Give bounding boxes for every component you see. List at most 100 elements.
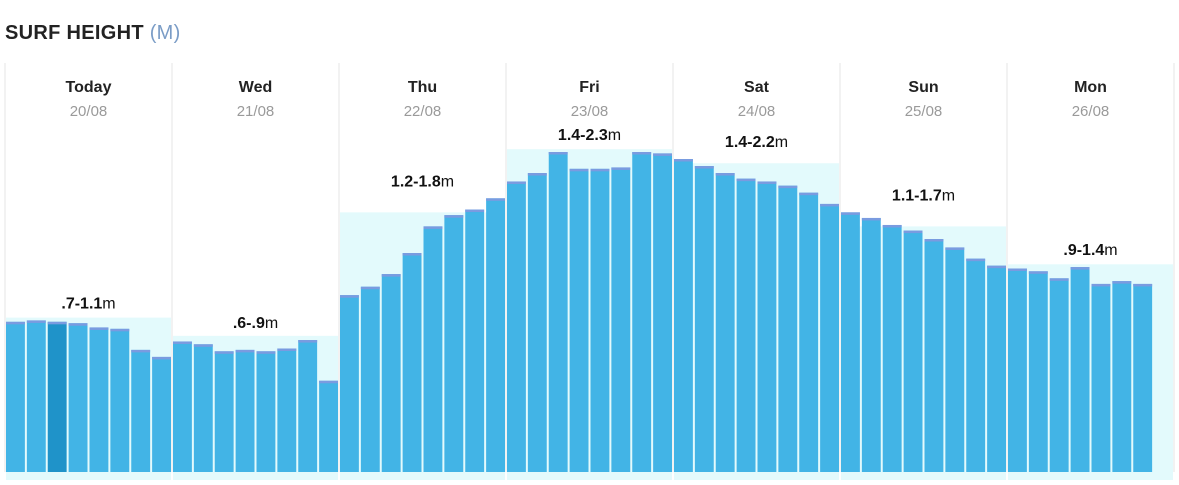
range-label-unit: m — [1104, 242, 1117, 259]
surf-bar-top — [715, 173, 735, 176]
surf-bar-top — [173, 341, 192, 344]
surf-bar — [360, 286, 380, 472]
surf-bar-top — [548, 152, 568, 155]
surf-bar — [507, 181, 526, 472]
range-label-unit: m — [608, 127, 621, 144]
day-date: 24/08 — [738, 103, 776, 120]
day-name: Fri — [579, 79, 599, 96]
surf-bar — [715, 173, 735, 473]
surf-bar-top — [131, 349, 151, 353]
surf-bar-top — [47, 321, 67, 325]
surf-bar — [235, 349, 255, 472]
surf-bar-top — [235, 349, 255, 353]
surf-bar — [903, 230, 923, 472]
range-label-value: .9-1.4 — [1063, 242, 1104, 259]
surf-bar — [173, 341, 192, 472]
range-label-value: 1.1-1.7 — [892, 187, 942, 204]
surf-bar — [1028, 271, 1048, 472]
surf-bar-top — [319, 380, 338, 384]
surf-bar — [444, 215, 464, 472]
surf-bar — [1008, 268, 1027, 472]
day-date: 26/08 — [1072, 103, 1110, 120]
surf-bar-top — [882, 224, 902, 228]
range-label-unit: m — [441, 173, 454, 190]
surf-bar-top — [110, 328, 130, 332]
range-label: 1.4-2.3m — [558, 127, 621, 144]
surf-bar-top — [465, 209, 485, 213]
range-label-unit: m — [775, 134, 788, 151]
surf-bar-top — [966, 258, 986, 262]
surf-bar-top — [527, 173, 547, 176]
day-date: 21/08 — [237, 103, 275, 120]
surf-bar — [548, 152, 568, 472]
surf-bar-top — [298, 340, 318, 343]
surf-bar-top — [444, 215, 464, 218]
surf-bar — [861, 217, 881, 472]
range-label-value: .6-.9 — [233, 315, 265, 332]
surf-bar — [882, 224, 902, 472]
range-label: .9-1.4m — [1063, 242, 1117, 259]
surf-bar — [110, 328, 130, 472]
surf-bar — [340, 295, 359, 472]
surf-bar — [423, 226, 443, 472]
day-date: 25/08 — [905, 103, 943, 120]
surf-bar — [47, 321, 67, 472]
surf-bar — [193, 344, 213, 472]
surf-bar — [465, 209, 485, 472]
surf-bar-top — [632, 152, 652, 155]
surf-bar — [674, 159, 693, 472]
surf-bar — [402, 253, 422, 472]
surf-bar-top — [569, 168, 589, 172]
surf-bar-top — [402, 253, 422, 256]
surf-bar-top — [924, 239, 944, 242]
day-name: Thu — [408, 79, 437, 96]
surf-bar — [89, 327, 109, 472]
surf-bar — [694, 166, 714, 472]
chart-title-unit: (M) — [149, 22, 181, 44]
surf-bar — [527, 173, 547, 473]
range-label-unit: m — [102, 295, 115, 312]
range-label: .7-1.1m — [61, 295, 115, 312]
range-label: 1.4-2.2m — [725, 134, 788, 151]
surf-bar-top — [653, 153, 672, 156]
surf-bar — [945, 247, 965, 472]
surf-bar-top — [507, 181, 526, 184]
surf-bar-top — [861, 217, 881, 221]
surf-bar — [799, 192, 819, 472]
surf-bar-top — [89, 327, 109, 330]
surf-bar-top — [820, 203, 839, 207]
surf-bar — [381, 274, 401, 472]
surf-bar-top — [277, 348, 297, 351]
day-date: 23/08 — [571, 103, 609, 120]
chart-title: SURF HEIGHT (M) — [5, 22, 181, 45]
range-label-value: 1.4-2.2 — [725, 134, 775, 151]
surf-bar-top — [987, 265, 1006, 269]
surf-bar-top — [423, 226, 443, 229]
surf-bar-top — [340, 295, 359, 298]
surf-bar-top — [1091, 283, 1111, 287]
surf-bar — [1049, 278, 1069, 472]
range-label: .6-.9m — [233, 315, 278, 332]
surf-bar-top — [799, 192, 819, 196]
range-label-unit: m — [265, 315, 278, 332]
surf-bar-top — [193, 344, 213, 347]
surf-bar — [131, 349, 151, 472]
surf-bar-top — [778, 185, 798, 189]
surf-bar — [1112, 281, 1132, 472]
surf-bar — [68, 323, 88, 472]
surf-bar-top — [6, 321, 25, 325]
surf-bar — [590, 168, 610, 472]
day-name: Mon — [1074, 79, 1107, 96]
range-label-unit: m — [942, 187, 955, 204]
surf-bar-top — [736, 178, 756, 182]
range-label-value: 1.4-2.3 — [558, 127, 608, 144]
surf-bar-top — [1112, 281, 1132, 284]
day-name: Wed — [239, 79, 272, 96]
surf-bar-top — [757, 181, 777, 184]
surf-bar-top — [1008, 268, 1027, 271]
surf-bar — [1070, 267, 1090, 472]
surf-bar-top — [26, 320, 46, 323]
surf-bar — [152, 356, 171, 472]
surf-bar-top — [694, 166, 714, 169]
